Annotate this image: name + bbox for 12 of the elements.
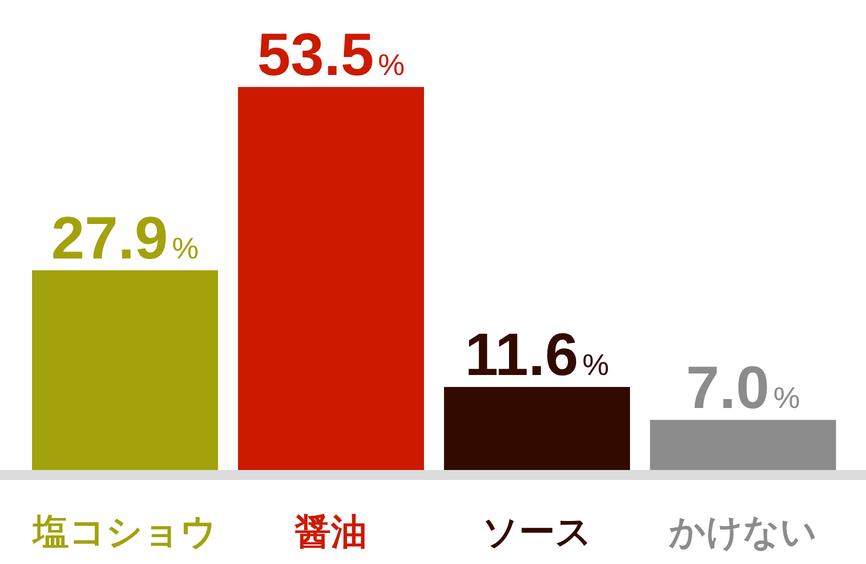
bar — [650, 420, 836, 470]
x-tick-label: 塩コショウ — [31, 512, 217, 552]
data-label: 53.5% — [257, 21, 405, 88]
bar — [444, 386, 630, 470]
data-label: 27.9% — [51, 204, 199, 272]
data-label: 7.0% — [686, 354, 800, 421]
x-tick-label: かけない — [668, 512, 817, 552]
bar — [32, 270, 218, 470]
x-tick-label: 醤油 — [294, 512, 367, 552]
x-tick-label: ソース — [482, 512, 592, 552]
bar — [238, 87, 424, 470]
data-label: 11.6% — [464, 320, 610, 388]
